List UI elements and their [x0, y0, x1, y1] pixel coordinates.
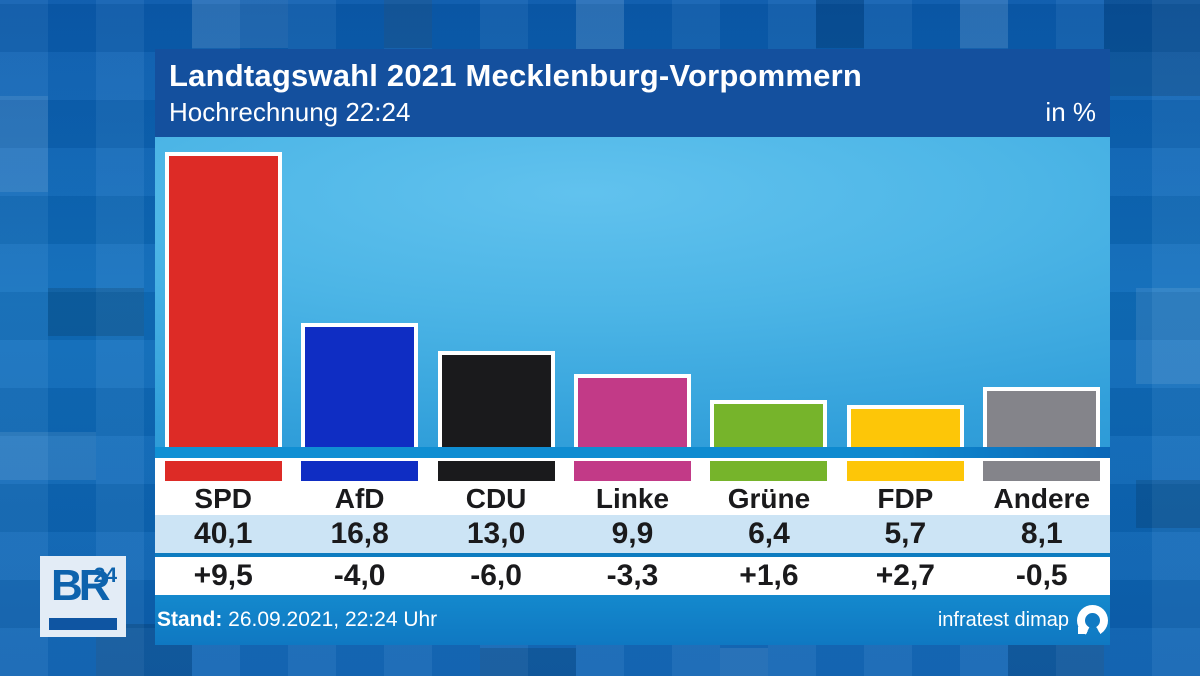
party-swatch-spd: [164, 461, 282, 481]
party-label-afd: AfD: [334, 483, 385, 514]
baseline-strip: [155, 447, 1110, 458]
value-afd: 16,8: [330, 517, 389, 550]
bar-fdp: [846, 405, 964, 447]
mosaic-tile: [48, 288, 144, 336]
values-row: 40,1 16,8 13,0 9,9 6,4 5,7 8,1: [155, 515, 1110, 553]
change-fdp: +2,7: [875, 559, 935, 592]
party-swatch-fdp: [846, 461, 964, 481]
mosaic-tile: [816, 0, 864, 48]
party-cell-afd: AfD: [291, 458, 427, 515]
changes-row: +9,5 -4,0 -6,0 -3,3 +1,6 +2,7 -0,5: [155, 557, 1110, 595]
party-label-fdp: FDP: [877, 483, 934, 514]
stand-text: Stand: 26.09.2021, 22:24 Uhr: [157, 608, 437, 632]
party-label-band: SPD AfD CDU Linke Grüne FDP Andere: [155, 458, 1110, 515]
change-cdu: -6,0: [470, 559, 522, 592]
change-afd: -4,0: [333, 559, 386, 592]
row-separator: [155, 553, 1110, 557]
party-swatch-linke: [573, 461, 691, 481]
value-spd: 40,1: [194, 517, 253, 550]
mosaic-tile: [384, 0, 432, 48]
bar-andere: [983, 387, 1101, 447]
party-label-linke: Linke: [595, 483, 670, 514]
bar-grne: [710, 400, 828, 447]
party-cell-grne: Grüne: [701, 458, 837, 515]
party-label-spd: SPD: [194, 483, 252, 514]
br24-logo: BR 24: [40, 556, 126, 637]
change-andere: -0,5: [1015, 559, 1068, 592]
mosaic-tile: [720, 648, 768, 676]
value-grne: 6,4: [748, 517, 790, 550]
mosaic-tile: [1136, 288, 1200, 384]
bar-linke: [573, 374, 691, 447]
br24-logo-bar: [49, 618, 117, 630]
unit-label: in %: [1045, 97, 1096, 127]
party-swatch-andere: [983, 461, 1101, 481]
mosaic-tile: [0, 432, 96, 480]
source-label: infratest dimap: [937, 608, 1069, 631]
party-swatch-afd: [301, 461, 419, 481]
bar-chart-area: [155, 137, 1110, 447]
source: infratest dimap: [937, 604, 1108, 636]
br24-logo-text: BR: [51, 561, 111, 610]
party-label-cdu: CDU: [465, 483, 527, 514]
stand-value: 26.09.2021, 22:24 Uhr: [228, 608, 438, 631]
value-linke: 9,9: [611, 517, 654, 550]
mosaic-tile: [480, 648, 576, 676]
change-grne: +1,6: [739, 559, 799, 592]
party-cell-cdu: CDU: [428, 458, 564, 515]
change-spd: +9,5: [193, 559, 253, 592]
party-cell-andere: Andere: [974, 458, 1110, 515]
mosaic-tile: [1136, 480, 1200, 528]
bar-cdu: [437, 351, 555, 447]
chart-subtitle: Hochrechnung 22:24: [169, 97, 411, 127]
value-fdp: 5,7: [884, 517, 927, 550]
content-panel: Landtagswahl 2021 Mecklenburg-Vorpommern…: [155, 49, 1110, 595]
party-swatch-cdu: [437, 461, 555, 481]
party-swatch-grne: [710, 461, 828, 481]
bar-afd: [301, 323, 419, 447]
party-label-grne: Grüne: [727, 483, 811, 514]
bar-spd: [164, 152, 282, 447]
chart-header: Landtagswahl 2021 Mecklenburg-Vorpommern…: [155, 49, 1110, 137]
stand-label: Stand:: [157, 608, 223, 631]
value-andere: 8,1: [1020, 517, 1063, 550]
change-linke: -3,3: [606, 559, 659, 592]
mosaic-tile: [960, 0, 1008, 48]
party-label-andere: Andere: [993, 483, 1091, 514]
mosaic-tile: [1104, 0, 1200, 96]
br24-logo-sup: 24: [93, 564, 117, 587]
party-cell-linke: Linke: [564, 458, 700, 515]
footer-band: Stand: 26.09.2021, 22:24 Uhr infratest d…: [155, 595, 1110, 645]
mosaic-tile: [192, 0, 288, 48]
mosaic-tile: [0, 96, 48, 192]
infratest-dimap-logo-icon: [1077, 604, 1108, 636]
party-cell-fdp: FDP: [837, 458, 973, 515]
chart-title: Landtagswahl 2021 Mecklenburg-Vorpommern: [169, 58, 863, 93]
value-cdu: 13,0: [466, 517, 526, 550]
party-cell-spd: SPD: [155, 458, 291, 515]
